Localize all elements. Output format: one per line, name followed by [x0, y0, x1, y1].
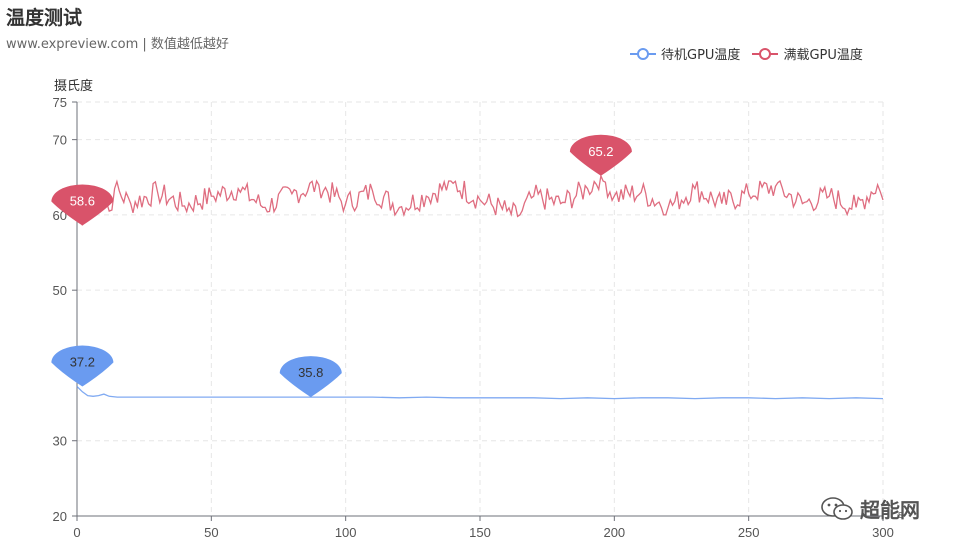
x-tick-label: 100 [335, 525, 357, 540]
marker-label: 58.6 [70, 193, 95, 208]
chart-title: 温度测试 [6, 7, 83, 29]
y-axis-label: 摄氏度 [54, 79, 94, 94]
x-tick-label: 150 [469, 525, 491, 540]
marker-pin-shape [51, 184, 114, 226]
legend-item-idle[interactable]: 待机GPU温度 [630, 44, 740, 63]
marker-label: 65.2 [588, 144, 613, 159]
marker-pin-shape [51, 345, 114, 387]
marker-pin-1: 58.6 [51, 184, 114, 226]
x-tick-label: 0 [73, 525, 80, 540]
marker-pin-0: 37.2 [51, 345, 114, 387]
marker-pin-shape [569, 134, 632, 176]
series-line-1 [76, 173, 884, 226]
legend-load-label: 满载GPU温度 [783, 48, 863, 63]
series-line-0 [76, 386, 884, 400]
y-tick-label: 20 [53, 509, 67, 524]
x-axis-unit: s [898, 509, 904, 521]
marker-label: 37.2 [70, 355, 95, 370]
marker-pin-shape [279, 356, 342, 398]
legend-idle-line-icon [630, 47, 656, 60]
marker-pin-1: 65.2 [569, 134, 632, 176]
x-tick-label: 300 [872, 525, 894, 540]
y-tick-label: 70 [53, 133, 67, 148]
y-tick-label: 50 [53, 283, 67, 298]
chart-subtitle: www.expreview.com | 数值越低越好 [6, 37, 229, 52]
y-tick-label: 75 [53, 95, 67, 110]
legend-item-load[interactable]: 满载GPU温度 [752, 44, 863, 63]
legend-idle-label: 待机GPU温度 [661, 48, 741, 63]
x-tick-label: 50 [204, 525, 218, 540]
watermark: 超能网 [820, 494, 920, 523]
wechat-icon [821, 496, 853, 520]
x-tick-label: 250 [738, 525, 760, 540]
legend: 待机GPU温度 满载GPU温度 [630, 44, 863, 63]
watermark-text: 超能网 [860, 498, 920, 522]
legend-load-line-icon [752, 47, 779, 60]
marker-pin-0: 35.8 [279, 356, 342, 398]
y-tick-label: 30 [53, 434, 67, 449]
marker-label: 35.8 [298, 365, 323, 380]
x-tick-label: 200 [603, 525, 625, 540]
